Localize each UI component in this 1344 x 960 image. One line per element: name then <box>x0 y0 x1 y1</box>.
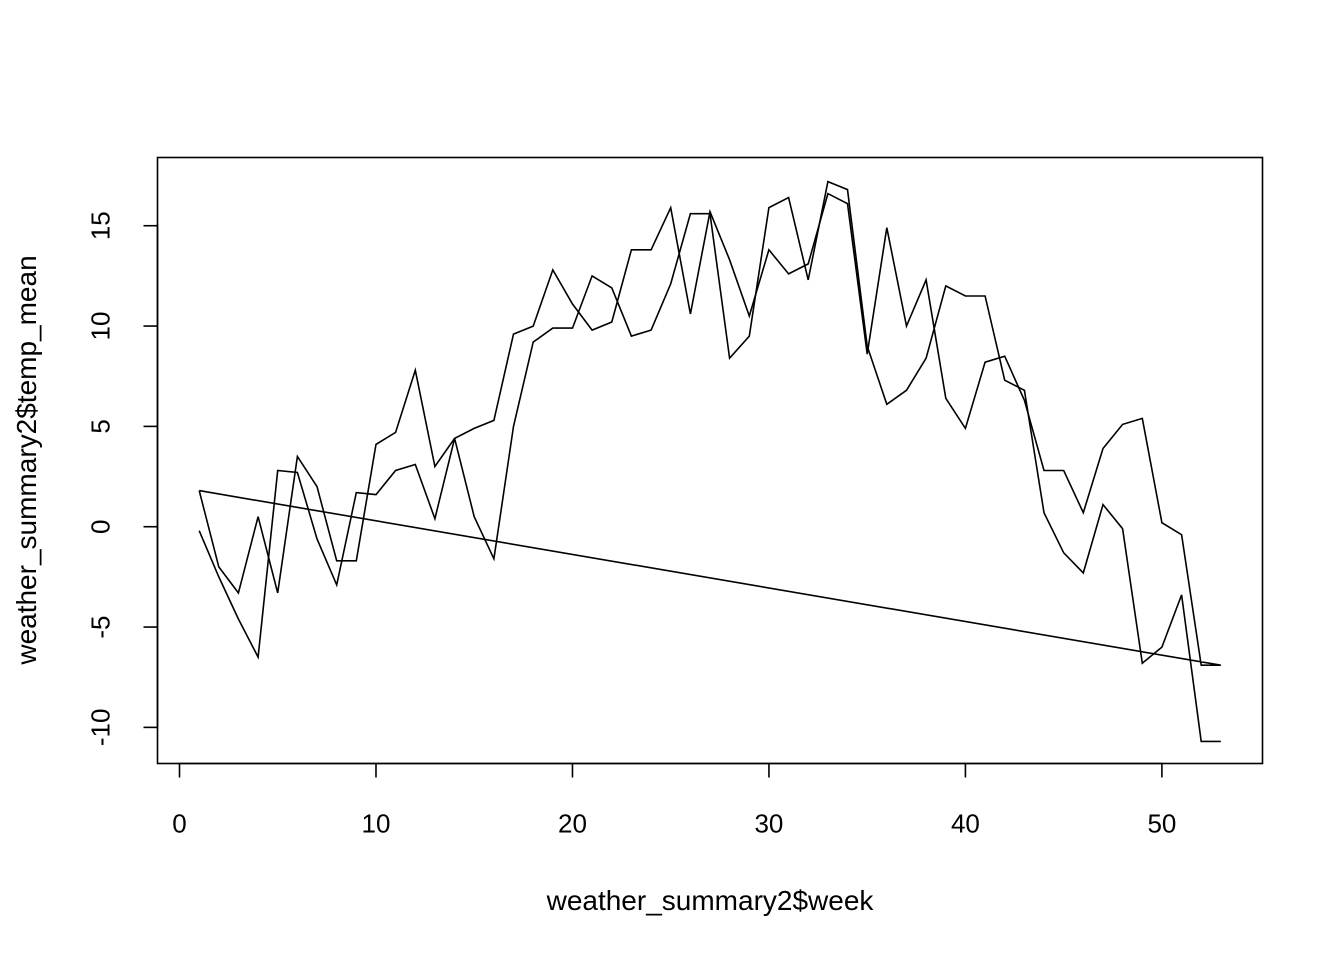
y-tick-label: 0 <box>86 519 116 533</box>
x-tick-label: 40 <box>951 809 980 839</box>
y-tick-label: 5 <box>86 419 116 433</box>
x-tick-label: 20 <box>558 809 587 839</box>
y-tick-label: -10 <box>86 709 116 747</box>
x-tick-label: 30 <box>754 809 783 839</box>
y-tick-label: -5 <box>86 615 116 638</box>
y-axis-ticks: -10 -5 0 5 10 15 <box>86 211 158 746</box>
x-axis-ticks: 0 10 20 30 40 50 <box>172 763 1176 839</box>
x-tick-label: 10 <box>362 809 391 839</box>
x-tick-label: 50 <box>1147 809 1176 839</box>
series-line-1 <box>198 180 1221 743</box>
y-tick-label: 10 <box>86 312 116 341</box>
plot-frame <box>156 156 1264 765</box>
x-tick-label: 0 <box>172 809 186 839</box>
y-tick-label: 15 <box>86 211 116 240</box>
series-layer <box>198 180 1221 743</box>
series-line-2 <box>198 192 1221 667</box>
x-axis-title: weather_summary2$week <box>546 885 875 916</box>
y-axis-title: weather_summary2$temp_mean <box>11 255 42 665</box>
